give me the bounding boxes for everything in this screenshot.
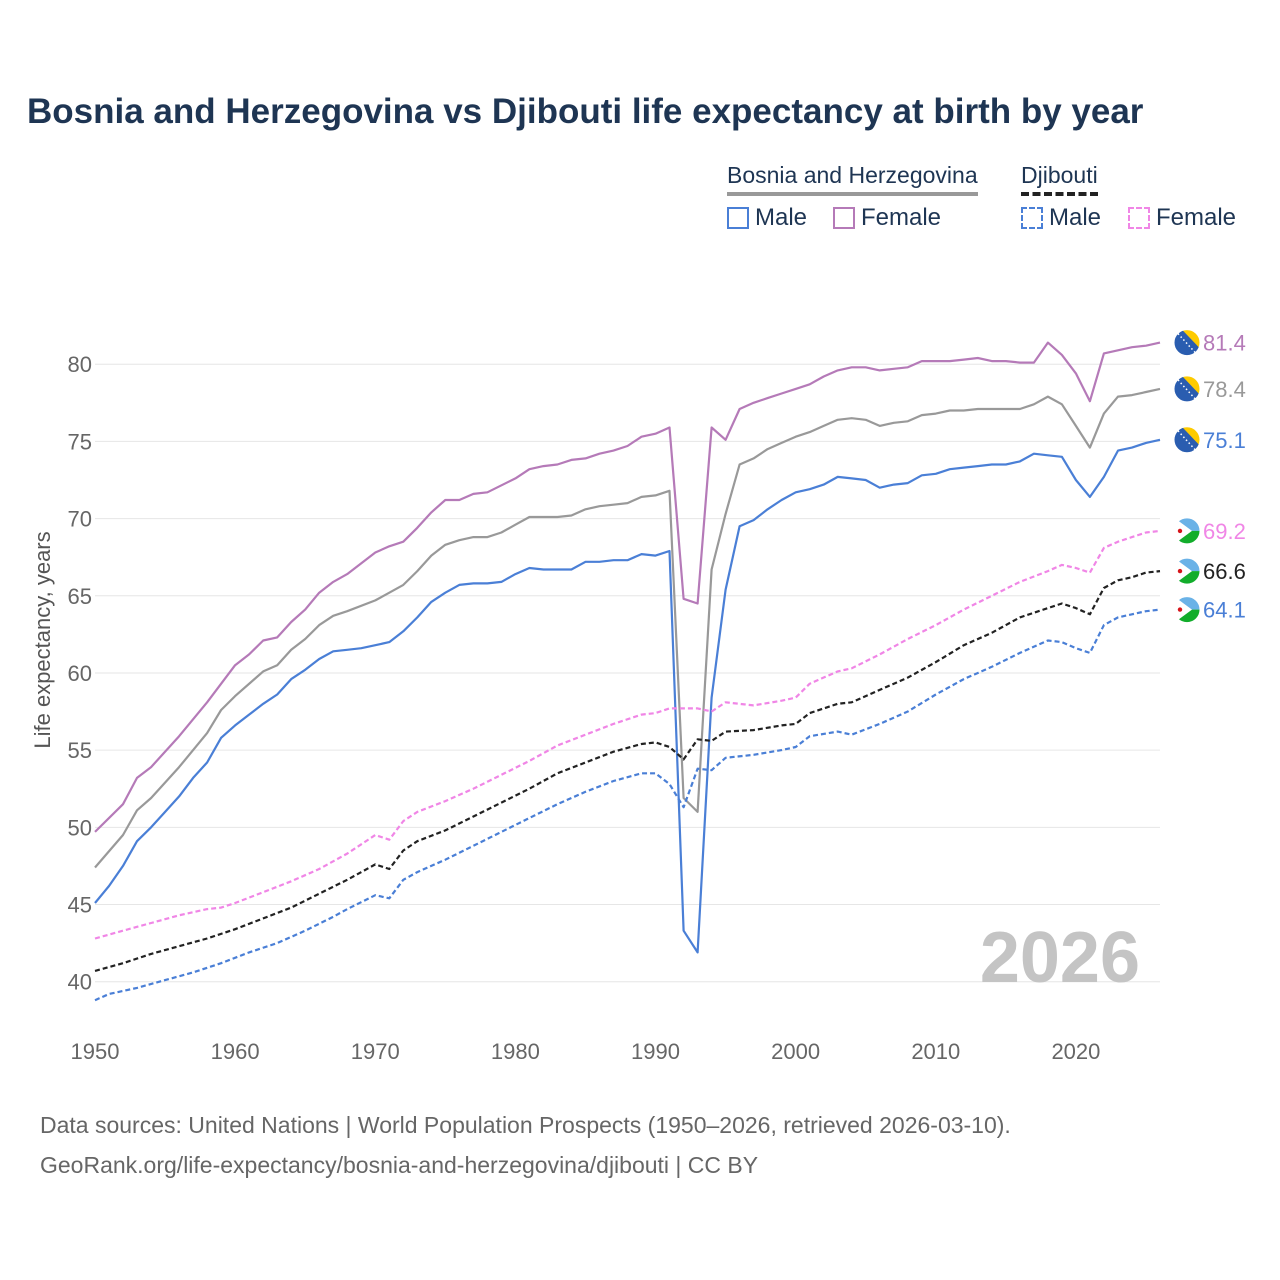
series-line-bosnia-and-herzegovina-male[interactable] bbox=[94, 438, 1161, 954]
legend-dji-male[interactable]: Male bbox=[1021, 204, 1101, 232]
legend-bih-male[interactable]: Male bbox=[727, 204, 807, 232]
end-value-label: 66.6 bbox=[1203, 559, 1246, 584]
series-end-markers: 81.4 78.4 75.1 69.2 66.6 64.1 bbox=[1173, 329, 1246, 624]
end-value-label: 64.1 bbox=[1203, 598, 1246, 623]
y-tick-label: 40 bbox=[68, 970, 92, 995]
y-tick-label: 80 bbox=[68, 352, 92, 377]
x-tick-label: 1950 bbox=[71, 1039, 120, 1064]
grid-lines bbox=[95, 363, 1160, 983]
y-axis-label: Life expectancy, years bbox=[30, 531, 55, 748]
chart-title: Bosnia and Herzegovina vs Djibouti life … bbox=[27, 92, 1144, 131]
y-tick-label: 60 bbox=[68, 661, 92, 686]
legend-swatch-dji-female bbox=[1128, 207, 1150, 229]
y-tick-label: 55 bbox=[68, 738, 92, 763]
bosnia-flag-icon bbox=[1173, 329, 1201, 357]
legend-label-bih-female: Female bbox=[861, 204, 942, 231]
x-tick-label: 1980 bbox=[491, 1039, 540, 1064]
y-tick-label: 45 bbox=[68, 893, 92, 918]
y-tick-label: 75 bbox=[68, 429, 92, 454]
y-axis: 40 45 50 55 60 65 70 75 80 bbox=[68, 352, 92, 995]
x-tick-label: 2000 bbox=[771, 1039, 820, 1064]
end-value-label: 75.1 bbox=[1203, 428, 1246, 453]
series-line-bosnia-and-herzegovina-total[interactable] bbox=[94, 387, 1161, 869]
legend-swatch-bih-male bbox=[727, 207, 749, 229]
series-line-djibouti-total[interactable] bbox=[94, 570, 1161, 972]
x-tick-label: 1970 bbox=[351, 1039, 400, 1064]
x-tick-label: 1990 bbox=[631, 1039, 680, 1064]
legend-swatch-bih-female bbox=[833, 207, 855, 229]
footer: Data sources: United Nations | World Pop… bbox=[40, 1105, 1011, 1185]
djibouti-flag-icon bbox=[1173, 517, 1201, 545]
end-value-label: 81.4 bbox=[1203, 331, 1246, 356]
bosnia-flag-icon bbox=[1173, 426, 1201, 454]
y-tick-label: 50 bbox=[68, 815, 92, 840]
legend-label-dji-male: Male bbox=[1049, 204, 1102, 231]
series-line-bosnia-and-herzegovina-female[interactable] bbox=[94, 341, 1161, 833]
end-value-label: 69.2 bbox=[1203, 519, 1246, 544]
legend-dji-female[interactable]: Female bbox=[1128, 204, 1236, 232]
y-tick-label: 65 bbox=[68, 584, 92, 609]
djibouti-flag-icon bbox=[1173, 596, 1201, 624]
x-tick-label: 2020 bbox=[1051, 1039, 1100, 1064]
legend-swatch-dji-male bbox=[1021, 207, 1043, 229]
legend-bosnia-herzegovina[interactable]: Bosnia and Herzegovina bbox=[727, 162, 978, 196]
x-tick-label: 2010 bbox=[911, 1039, 960, 1064]
x-tick-label: 1960 bbox=[211, 1039, 260, 1064]
series-line-djibouti-female[interactable] bbox=[94, 529, 1161, 940]
legend-label-bih-male: Male bbox=[755, 204, 808, 231]
x-axis: 1950 1960 1970 1980 1990 2000 2010 2020 bbox=[71, 1039, 1101, 1064]
series-line-djibouti-male[interactable] bbox=[94, 608, 1161, 1002]
legend-label-dji-female: Female bbox=[1156, 204, 1237, 231]
end-value-label: 78.4 bbox=[1203, 377, 1246, 402]
footer-attribution: GeoRank.org/life-expectancy/bosnia-and-h… bbox=[40, 1152, 759, 1178]
bosnia-flag-icon bbox=[1173, 375, 1201, 403]
legend-bih-female[interactable]: Female bbox=[833, 204, 941, 232]
footer-sources: Data sources: United Nations | World Pop… bbox=[40, 1112, 1011, 1138]
djibouti-flag-icon bbox=[1173, 557, 1201, 585]
series-lines bbox=[94, 341, 1161, 1002]
legend-djibouti[interactable]: Djibouti bbox=[1021, 162, 1098, 196]
year-watermark: 2026 bbox=[980, 918, 1140, 998]
y-tick-label: 70 bbox=[68, 507, 92, 532]
